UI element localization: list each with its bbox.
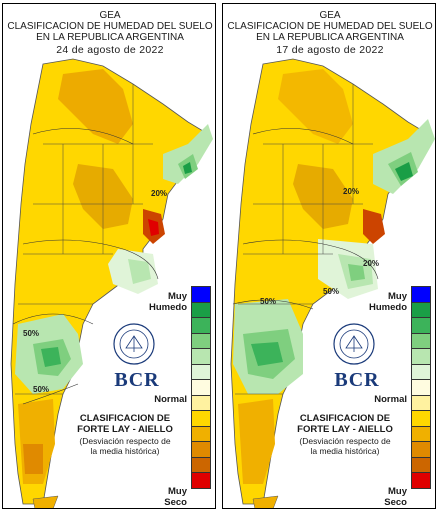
map-panel-24-agosto: 20% 50% 50% GEA CLASIFICACION DE HUMEDAD… (2, 3, 216, 509)
legend-color-box (191, 441, 211, 457)
caption-line2: FORTE LAY - AIELLO (77, 424, 173, 435)
legend-color-box (411, 332, 431, 348)
map-org: GEA (319, 10, 341, 21)
caption-line1: CLASIFICACION DE (299, 413, 391, 424)
legend-color-scale (191, 286, 211, 489)
map-panel-17-agosto: 20% 20% 50% 50% GEA CLASIFICACION DE HUM… (222, 3, 436, 509)
legend-color-box (191, 425, 211, 441)
map-date: 17 de agosto de 2022 (276, 44, 384, 56)
legend-color-scale (411, 286, 431, 489)
legend-color-box (411, 472, 431, 489)
bcr-seal-logo (333, 323, 375, 365)
map-title-line2: EN LA REPUBLICA ARGENTINA (36, 32, 184, 43)
legend-color-box (411, 301, 431, 317)
legend-color-box (191, 363, 211, 379)
contour-label: 50% (323, 287, 339, 296)
legend-color-box (191, 332, 211, 348)
map-date: 24 de agosto de 2022 (56, 44, 164, 56)
contour-label: 20% (151, 189, 167, 198)
legend-muy-humedo-1: Muy (388, 291, 407, 302)
contour-label: 50% (260, 297, 276, 306)
bcr-logo-text: BCR (114, 369, 160, 391)
classification-caption: CLASIFICACION DE FORTE LAY - AIELLO (Des… (63, 413, 187, 456)
map-title-line1: CLASIFICACION DE HUMEDAD DEL SUELO (227, 21, 433, 32)
map-org: GEA (99, 10, 121, 21)
legend-muy-seco-2: Seco (384, 497, 407, 508)
contour-label: 50% (33, 385, 49, 394)
contour-label: 50% (23, 329, 39, 338)
legend-color-box (411, 379, 431, 395)
legend-color-box (191, 394, 211, 410)
legend-muy-humedo-2: Humedo (149, 302, 187, 313)
legend-muy-humedo-2: Humedo (369, 302, 407, 313)
legend-normal: Normal (374, 394, 407, 405)
legend-color-box (411, 410, 431, 426)
caption-line4: la media histórica) (90, 446, 160, 456)
legend-muy-seco-1: Muy (388, 486, 407, 497)
bcr-logo-text: BCR (334, 369, 380, 391)
legend-color-box (191, 456, 211, 472)
legend-color-box (411, 394, 431, 410)
caption-line3: (Desviación respecto de (299, 436, 391, 446)
argentina-soil-moisture-map: 20% 50% 50% (10, 58, 213, 508)
legend-color-box (411, 456, 431, 472)
legend-color-box (191, 410, 211, 426)
classification-caption: CLASIFICACION DE FORTE LAY - AIELLO (Des… (283, 413, 407, 456)
legend-color-box (191, 379, 211, 395)
legend-color-box (191, 286, 211, 302)
bcr-seal-logo (113, 323, 155, 365)
legend-muy-humedo-1: Muy (168, 291, 187, 302)
legend-color-box (411, 286, 431, 302)
legend-color-box (411, 348, 431, 364)
map-title-line2: EN LA REPUBLICA ARGENTINA (256, 32, 404, 43)
legend-color-box (191, 301, 211, 317)
legend-color-box (191, 317, 211, 333)
caption-line3: (Desviación respecto de (79, 436, 171, 446)
legend-color-box (411, 317, 431, 333)
legend-color-box (411, 441, 431, 457)
legend-muy-seco-1: Muy (168, 486, 187, 497)
legend-color-box (411, 363, 431, 379)
contour-label: 20% (363, 259, 379, 268)
contour-label: 20% (343, 187, 359, 196)
legend-muy-seco-2: Seco (164, 497, 187, 508)
caption-line1: CLASIFICACION DE (79, 413, 171, 424)
argentina-soil-moisture-map: 20% 20% 50% 50% (230, 58, 435, 508)
legend-color-box (411, 425, 431, 441)
legend-normal: Normal (154, 394, 187, 405)
map-title-line1: CLASIFICACION DE HUMEDAD DEL SUELO (7, 21, 213, 32)
legend-color-box (191, 348, 211, 364)
legend-color-box (191, 472, 211, 489)
caption-line4: la media histórica) (310, 446, 380, 456)
caption-line2: FORTE LAY - AIELLO (297, 424, 393, 435)
